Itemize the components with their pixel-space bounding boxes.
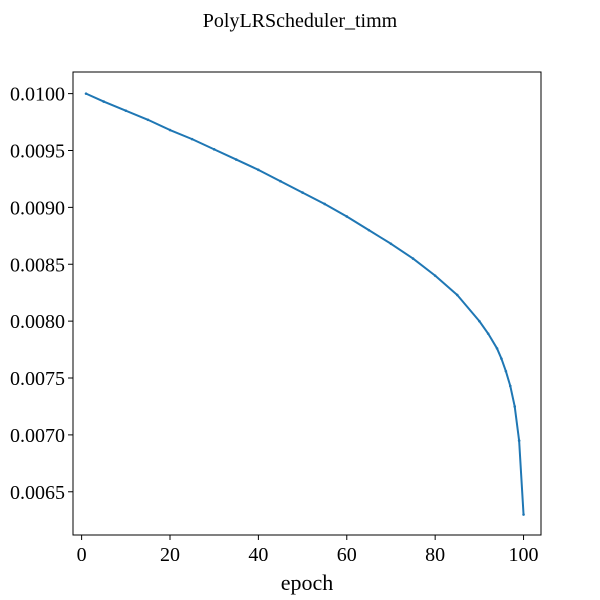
data-point <box>508 384 512 388</box>
data-point <box>367 228 371 232</box>
data-point <box>102 100 106 103</box>
x-tick-label: 60 <box>337 544 357 566</box>
data-point <box>323 202 326 206</box>
y-tick-label: 0.0075 <box>10 368 65 390</box>
plot-area-frame <box>72 71 542 536</box>
data-point <box>234 158 238 161</box>
data-point <box>301 191 304 194</box>
chart-title: PolyLRScheduler_timm <box>203 10 398 32</box>
data-point <box>389 242 393 246</box>
y-tick-label: 0.0090 <box>10 197 65 219</box>
data-point <box>495 347 499 350</box>
data-point <box>212 148 216 151</box>
y-tick-label: 0.0085 <box>10 254 65 276</box>
data-point <box>411 257 415 260</box>
x-tick-label: 40 <box>248 544 268 566</box>
data-point <box>84 92 88 95</box>
series-layer <box>84 92 525 516</box>
data-point <box>504 369 508 373</box>
data-point <box>486 332 490 335</box>
data-point <box>345 215 349 218</box>
data-point <box>513 405 517 408</box>
data-point <box>433 274 437 277</box>
y-tick-label: 0.0080 <box>10 311 65 333</box>
x-axis-ticks: 0 20 40 60 80 100 <box>77 535 539 566</box>
data-point <box>279 179 282 183</box>
x-tick-label: 20 <box>160 544 180 566</box>
x-tick-label: 0 <box>77 544 87 566</box>
data-point <box>168 128 172 132</box>
y-axis-ticks: 0.0065 0.0070 0.0075 0.0080 0.0085 0.0090 0.00… <box>10 84 73 504</box>
data-point <box>146 118 150 122</box>
data-point <box>478 319 481 323</box>
x-tick-label: 100 <box>509 544 539 566</box>
data-point <box>257 168 260 172</box>
data-point <box>517 439 521 442</box>
y-tick-label: 0.0100 <box>10 84 65 106</box>
data-point <box>190 137 194 141</box>
data-point <box>500 357 503 360</box>
y-tick-label: 0.0070 <box>10 425 65 447</box>
data-point <box>455 293 459 297</box>
x-axis-label: epoch <box>281 570 334 595</box>
data-point <box>124 109 128 112</box>
x-tick-label: 80 <box>425 544 445 566</box>
y-tick-label: 0.0095 <box>10 140 65 162</box>
y-tick-label: 0.0065 <box>10 482 65 504</box>
data-point <box>522 513 525 516</box>
